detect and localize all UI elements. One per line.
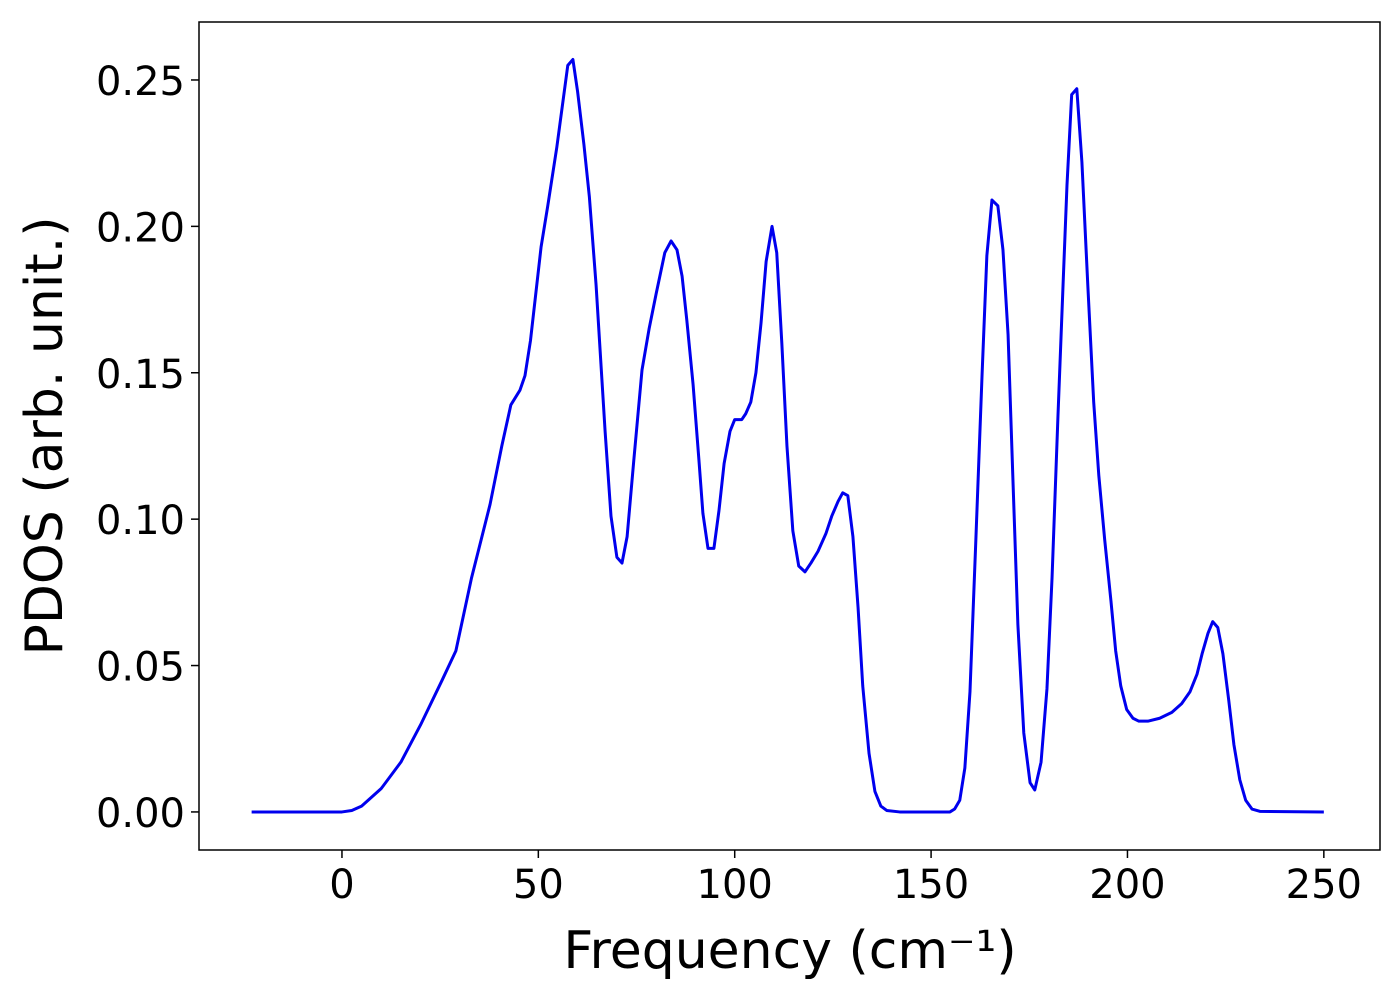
x-tick-label: 200	[1089, 862, 1165, 908]
y-tick-label: 0.25	[96, 59, 185, 105]
x-axis-label: Frequency (cm⁻¹)	[563, 921, 1016, 981]
x-tick-label: 150	[893, 862, 969, 908]
x-tick-label: 100	[697, 862, 773, 908]
y-tick-label: 0.15	[96, 352, 185, 398]
y-tick-label: 0.05	[96, 645, 185, 691]
data-line	[251, 57, 1324, 814]
x-tick-label: 250	[1286, 862, 1362, 908]
y-tick-label: 0.20	[96, 205, 185, 251]
x-tick-label: 50	[513, 862, 564, 908]
y-tick-label: 0.00	[96, 791, 185, 837]
plot-frame	[198, 21, 1381, 851]
x-tick-label: 0	[329, 862, 354, 908]
y-tick-label: 0.10	[96, 498, 185, 544]
y-axis-label: PDOS (arb. unit.)	[15, 216, 75, 655]
